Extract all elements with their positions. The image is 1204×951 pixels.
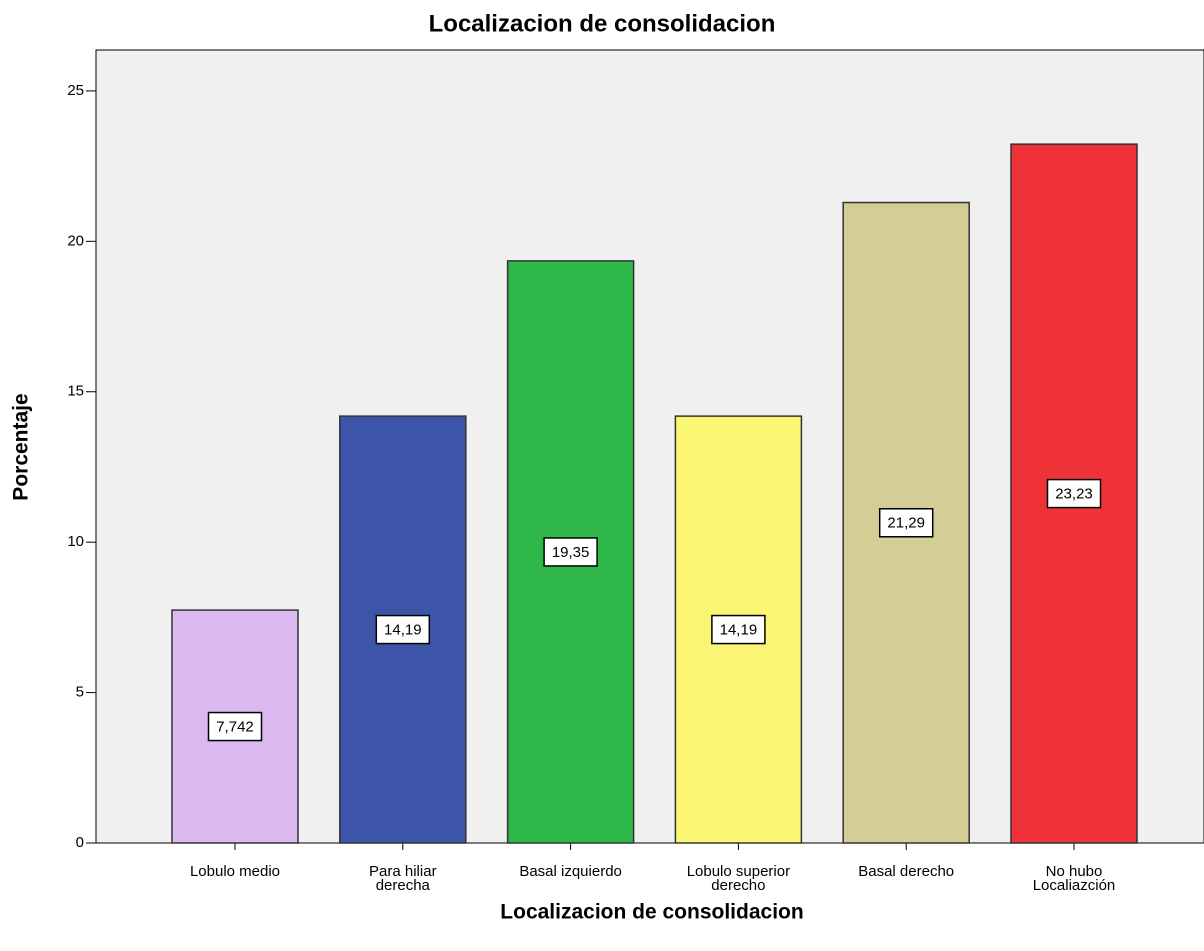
y-tick-label: 20 [67, 232, 84, 249]
x-tick-label: Lobulo medio [190, 863, 280, 880]
value-label-box [207, 711, 263, 742]
value-label-box [878, 508, 934, 538]
y-tick-label: 10 [67, 533, 84, 550]
y-tick-label: 5 [76, 684, 84, 701]
y-axis-title: Porcentaje [10, 393, 33, 500]
y-tick-label: 0 [76, 834, 84, 851]
x-tick-label: Basal derecho [858, 863, 954, 880]
value-label: 14,19 [384, 622, 422, 639]
value-label-box [1046, 478, 1102, 509]
x-tick-label: No hubo [1046, 863, 1103, 880]
x-tick-label: Localiazción [1033, 877, 1116, 894]
chart-title: Localizacion de consolidacion [429, 10, 776, 37]
x-axis-title: Localizacion de consolidacion [500, 901, 803, 924]
x-tick-label: derecha [376, 877, 431, 894]
y-tick-label: 15 [67, 383, 84, 400]
value-label: 23,23 [1055, 486, 1093, 503]
value-label: 7,742 [216, 719, 254, 736]
value-label: 19,35 [552, 544, 590, 561]
value-label-box [711, 614, 766, 645]
value-label-box [543, 537, 598, 567]
x-tick-label: derecho [711, 877, 765, 894]
y-tick-label: 25 [67, 82, 84, 99]
x-tick-label: Basal izquierdo [519, 863, 622, 880]
value-label: 14,19 [720, 622, 758, 639]
x-tick-label: Para hiliar [369, 863, 437, 880]
x-tick-label: Lobulo superior [687, 863, 790, 880]
value-label-box [375, 614, 431, 645]
value-label: 21,29 [887, 515, 925, 532]
